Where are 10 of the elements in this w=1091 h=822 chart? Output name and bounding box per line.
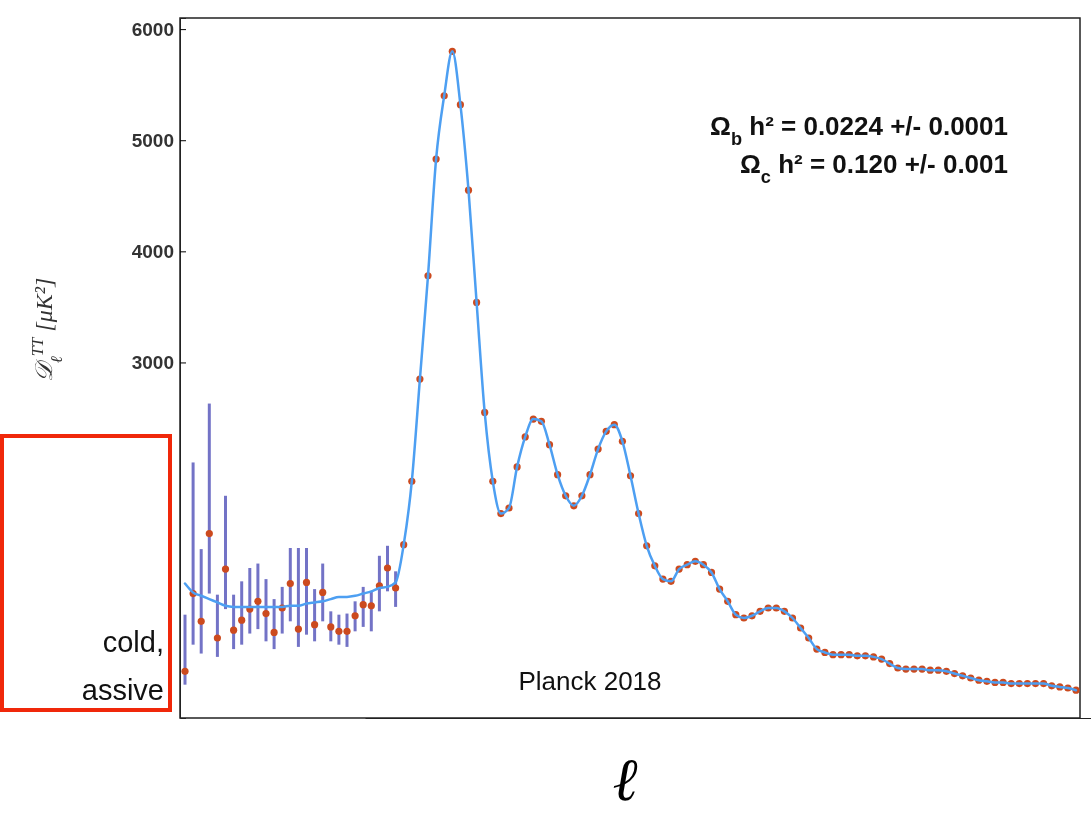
text: assive	[81, 674, 164, 706]
text: cold,	[102, 626, 164, 658]
annotation: Planck 2018	[518, 666, 662, 696]
y-tick-label: 5000	[131, 129, 174, 151]
y-tick-label: 3000	[131, 352, 174, 374]
annotation: Ω$_{c}$ h² = 0.120 +/- 0.001	[739, 149, 1008, 187]
y-tick-label: 4000	[131, 240, 174, 262]
annotation: Ω$_{b}$ h² = 0.0224 +/- 0.0001	[710, 111, 1008, 149]
x-axis-title: ℓ	[612, 747, 638, 813]
y-tick-label: 6000	[131, 18, 174, 40]
